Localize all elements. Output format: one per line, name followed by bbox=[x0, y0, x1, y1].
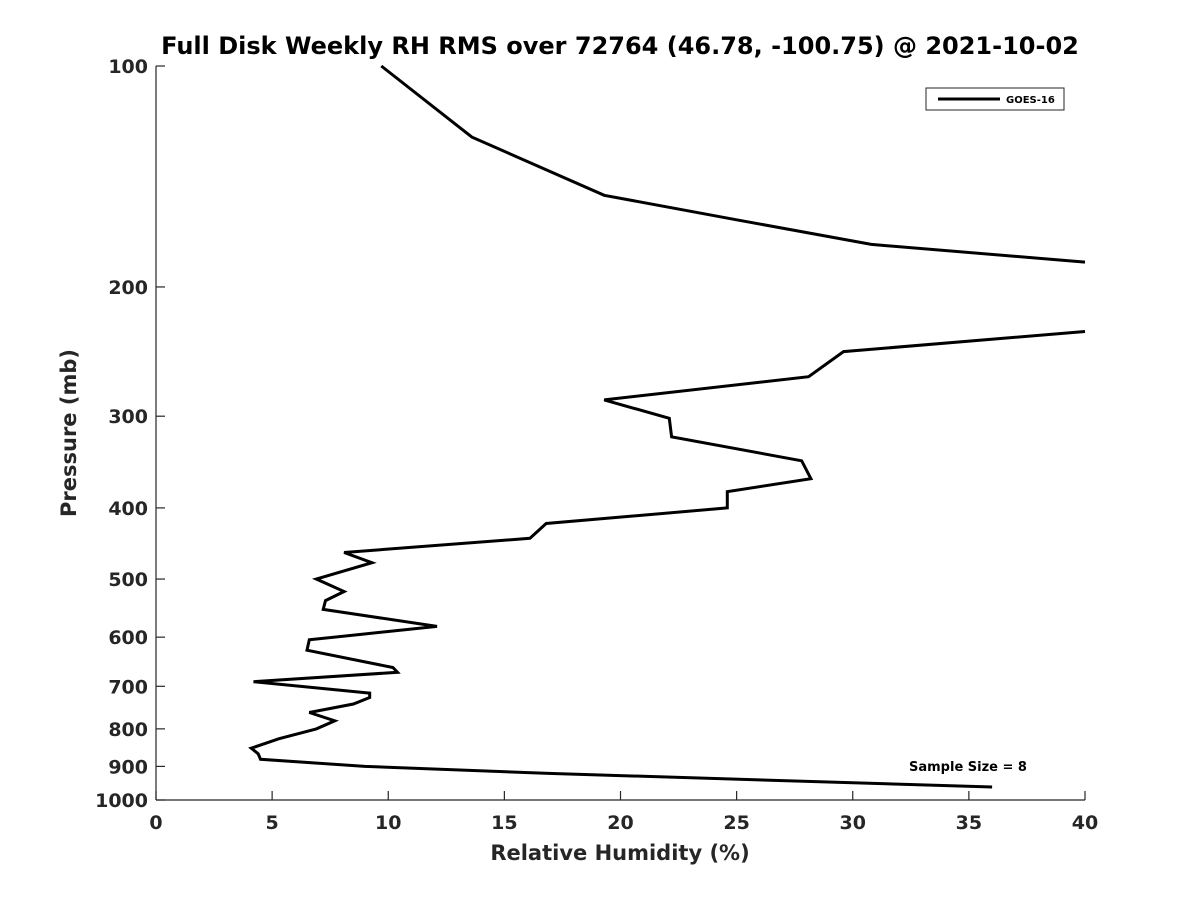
y-tick-label: 400 bbox=[108, 498, 148, 520]
y-tick-label: 700 bbox=[108, 676, 148, 698]
series-line-goes-16-segment-1 bbox=[380, 64, 1086, 264]
x-tick-label: 0 bbox=[149, 812, 162, 834]
y-tick-label: 100 bbox=[108, 56, 148, 78]
x-tick-label: 15 bbox=[491, 812, 517, 834]
y-axis-label: Pressure (mb) bbox=[57, 349, 81, 517]
y-tick-label: 600 bbox=[108, 627, 148, 649]
x-ticks: 0 5 10 15 20 25 30 35 40 bbox=[149, 791, 1098, 834]
y-tick-label: 800 bbox=[108, 719, 148, 741]
series-line-goes-16-segment-2 bbox=[248, 330, 1086, 789]
y-tick-label: 200 bbox=[108, 277, 148, 299]
chart-title: Full Disk Weekly RH RMS over 72764 (46.7… bbox=[161, 32, 1079, 60]
x-tick-label: 20 bbox=[607, 812, 633, 834]
x-tick-label: 30 bbox=[840, 812, 866, 834]
x-tick-label: 35 bbox=[956, 812, 982, 834]
y-tick-label: 900 bbox=[108, 756, 148, 778]
x-axis-label: Relative Humidity (%) bbox=[490, 841, 749, 865]
series-layer bbox=[248, 64, 1086, 789]
y-tick-label: 500 bbox=[108, 569, 148, 591]
y-tick-label: 1000 bbox=[95, 790, 148, 812]
legend: GOES-16 bbox=[925, 87, 1065, 111]
x-tick-label: 40 bbox=[1072, 812, 1098, 834]
x-tick-label: 10 bbox=[375, 812, 401, 834]
legend-label-goes-16: GOES-16 bbox=[1006, 95, 1055, 106]
x-tick-label: 5 bbox=[266, 812, 279, 834]
sample-size-annotation: Sample Size = 8 bbox=[909, 760, 1027, 775]
y-ticks: 100 200 300 400 500 600 700 800 900 1000 bbox=[95, 56, 165, 812]
y-tick-label: 300 bbox=[108, 406, 148, 428]
x-tick-label: 25 bbox=[723, 812, 749, 834]
